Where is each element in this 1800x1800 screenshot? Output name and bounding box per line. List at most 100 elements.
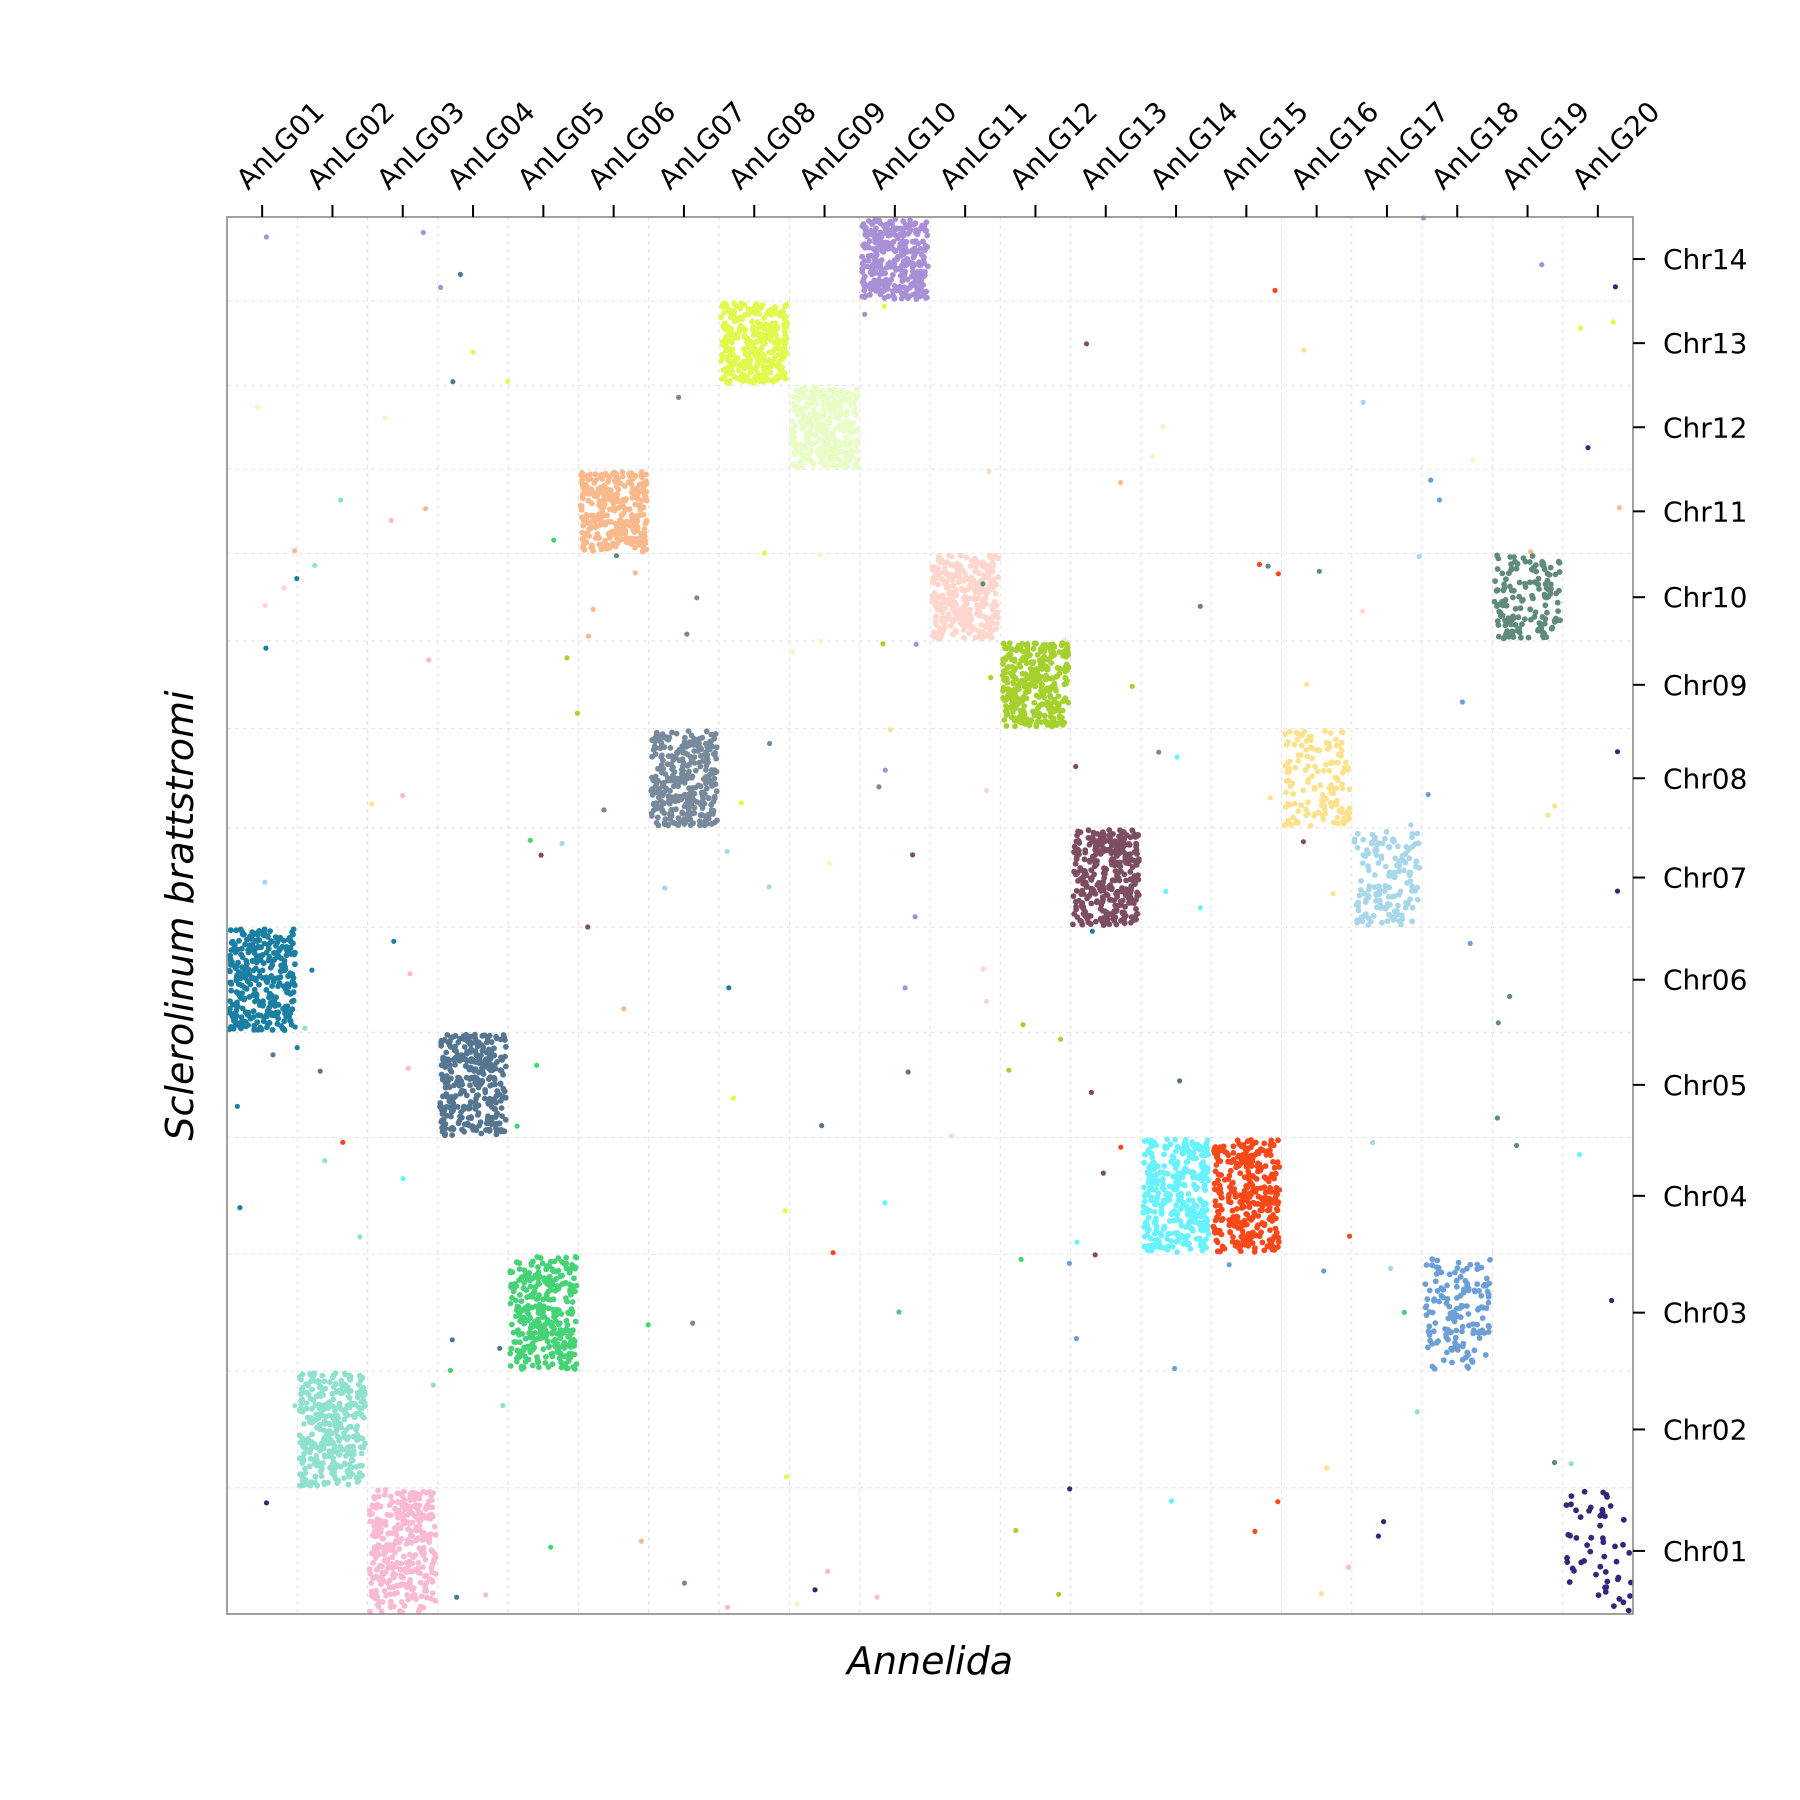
data-point: [239, 990, 246, 996]
data-point: [339, 1385, 346, 1392]
data-point: [233, 927, 240, 934]
data-point: [826, 387, 832, 394]
data-point: [438, 1071, 445, 1078]
data-point: [1300, 839, 1306, 845]
data-point: [643, 478, 649, 484]
data-point: [914, 269, 920, 275]
data-point: [859, 260, 866, 267]
data-point: [415, 1608, 422, 1615]
data-point: [421, 1549, 427, 1556]
data-point: [368, 1592, 375, 1599]
data-point: [266, 953, 273, 960]
data-point: [274, 975, 281, 981]
data-point: [929, 579, 936, 586]
data-point: [655, 822, 662, 829]
data-point: [507, 1363, 514, 1369]
data-point: [1059, 714, 1065, 721]
data-point: [645, 1322, 651, 1328]
data-point: [693, 767, 699, 774]
data-point: [396, 1539, 403, 1545]
data-point: [574, 710, 581, 716]
data-point: [391, 1541, 398, 1548]
data-point: [441, 1037, 448, 1043]
data-point: [832, 437, 838, 444]
data-point: [680, 749, 686, 756]
data-point: [1420, 215, 1427, 221]
data-point: [1113, 921, 1120, 928]
data-point: [910, 852, 916, 858]
data-point: [550, 1296, 557, 1303]
data-point: [738, 800, 744, 806]
data-point: [236, 937, 242, 944]
data-point: [990, 576, 997, 583]
data-point: [458, 1109, 464, 1115]
data-point: [350, 1433, 357, 1440]
data-point: [817, 552, 823, 558]
data-point: [1261, 1247, 1268, 1254]
data-point: [420, 1604, 427, 1611]
data-point: [497, 1081, 504, 1087]
data-point: [711, 793, 718, 800]
data-point: [558, 1359, 564, 1366]
data-point: [618, 502, 625, 509]
data-point: [758, 351, 765, 358]
data-point: [900, 271, 907, 278]
data-point: [395, 1514, 401, 1521]
data-point: [908, 260, 914, 266]
data-point: [957, 606, 964, 613]
data-point: [1002, 654, 1009, 661]
data-point: [1070, 921, 1076, 928]
data-point: [290, 926, 297, 933]
data-point: [1009, 673, 1016, 680]
data-point: [1102, 866, 1109, 872]
data-point: [251, 950, 258, 956]
data-point: [388, 1561, 395, 1567]
data-point: [402, 1506, 408, 1513]
data-point: [586, 633, 592, 639]
data-point: [422, 1585, 429, 1592]
data-point: [942, 581, 948, 587]
data-point: [374, 1527, 381, 1533]
data-point: [345, 1393, 352, 1400]
data-point: [486, 1032, 493, 1039]
data-point: [497, 1067, 504, 1074]
data-point: [783, 302, 790, 309]
data-point: [930, 629, 937, 635]
data-point: [745, 338, 752, 345]
data-point: [1103, 909, 1110, 916]
data-point: [869, 271, 875, 278]
data-point: [391, 938, 397, 944]
data-point: [808, 447, 815, 454]
data-point: [669, 766, 675, 772]
data-point: [804, 431, 811, 438]
data-point: [283, 952, 290, 959]
data-point: [898, 252, 904, 259]
data-point: [310, 1397, 317, 1404]
data-point: [1133, 840, 1139, 847]
data-point: [1041, 712, 1048, 719]
data-point: [420, 1488, 427, 1495]
data-point: [831, 386, 837, 393]
data-point: [1158, 1210, 1165, 1217]
data-point: [941, 624, 948, 631]
data-point: [479, 1032, 486, 1039]
data-point: [718, 314, 724, 321]
data-point: [571, 1275, 577, 1282]
data-point: [378, 1608, 385, 1615]
data-point: [613, 483, 620, 490]
data-point: [733, 375, 740, 382]
data-point: [1081, 856, 1088, 863]
data-point: [774, 324, 780, 331]
data-point: [660, 757, 666, 764]
data-point: [948, 623, 954, 629]
data-point: [691, 748, 698, 754]
data-point: [330, 1467, 336, 1474]
data-point: [611, 504, 617, 511]
data-point: [329, 1430, 335, 1437]
data-point: [316, 1446, 323, 1453]
data-point: [1183, 1239, 1189, 1246]
data-point: [910, 254, 917, 261]
data-point: [853, 412, 860, 418]
data-point: [1012, 723, 1018, 730]
data-point: [719, 341, 726, 348]
